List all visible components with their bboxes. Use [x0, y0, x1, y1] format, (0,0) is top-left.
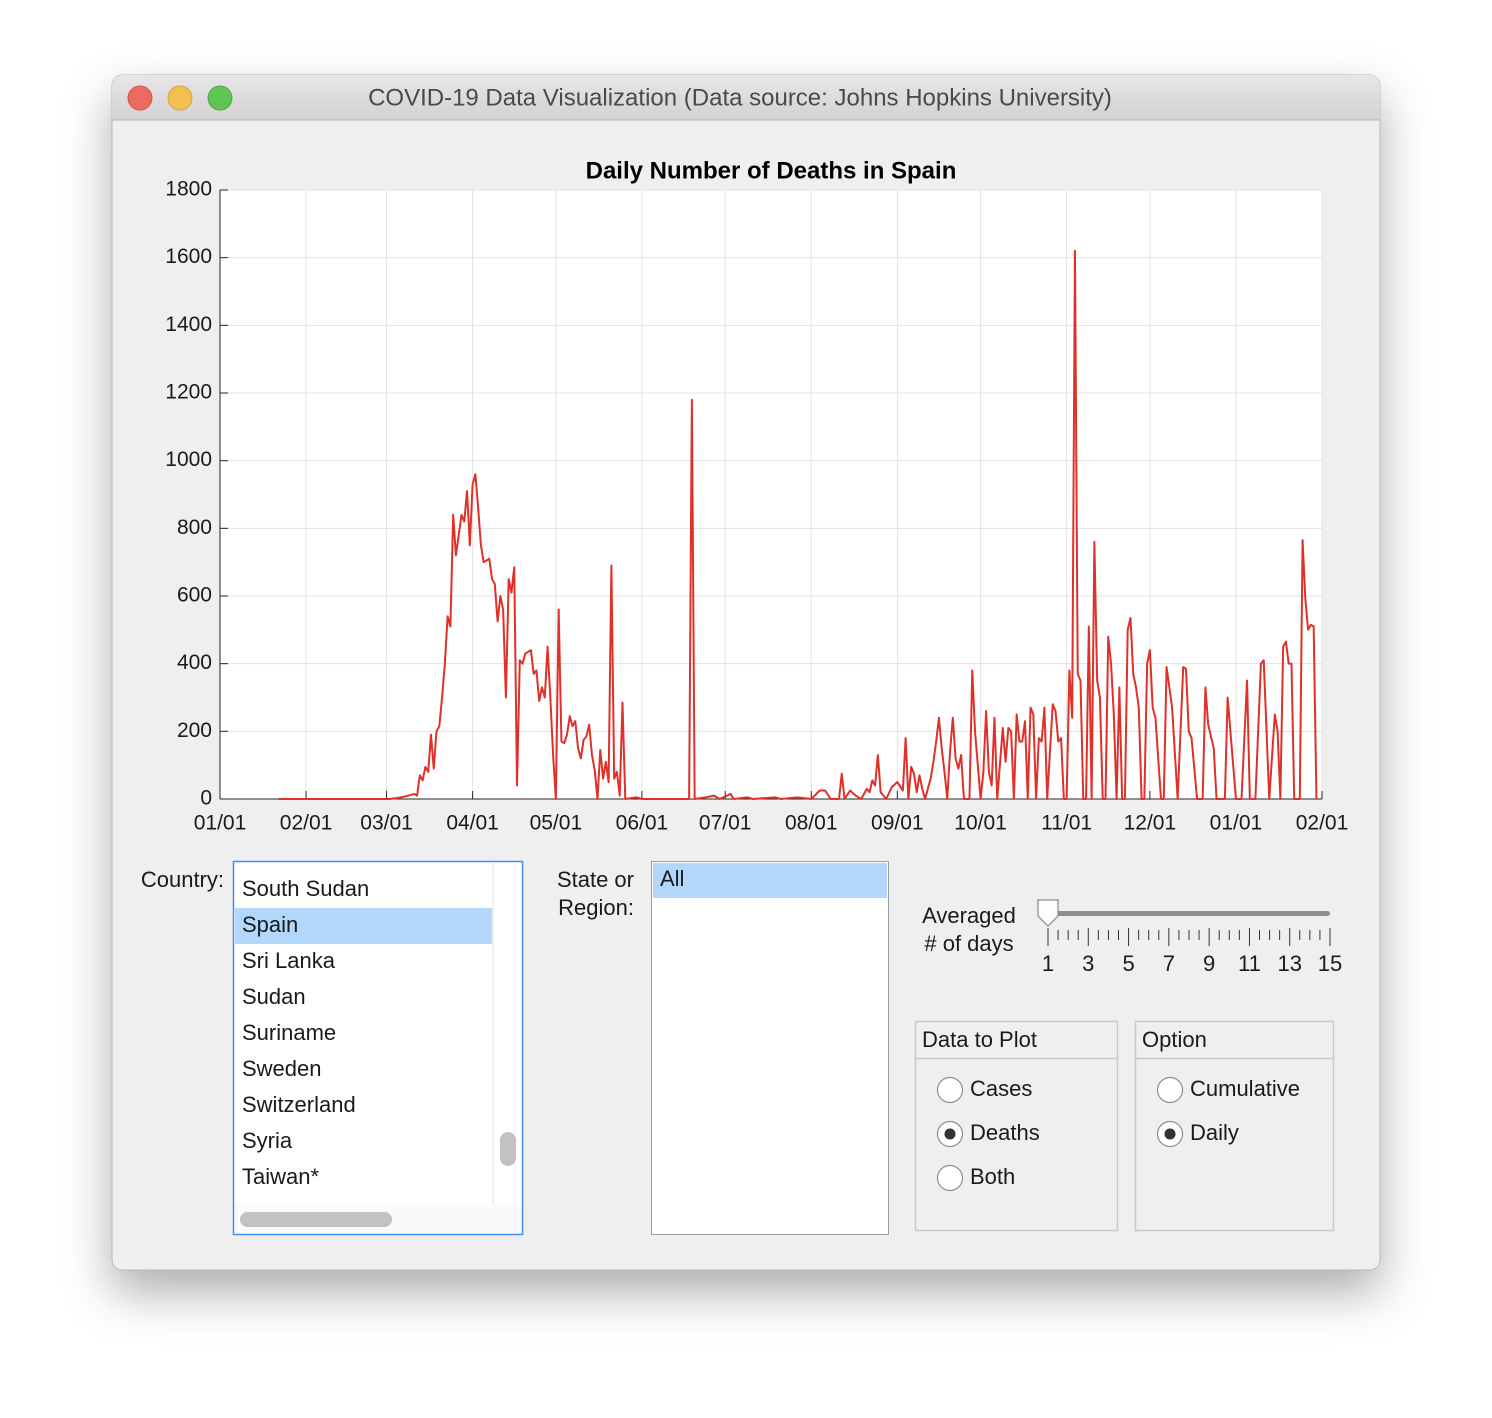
selected-row — [653, 863, 887, 898]
x-tick-label: 06/01 — [616, 812, 669, 835]
country-item[interactable]: Syria — [242, 1128, 293, 1153]
country-label: Country: — [141, 867, 224, 892]
country-item[interactable]: Switzerland — [242, 1092, 356, 1117]
title-bar — [112, 75, 1380, 120]
country-item[interactable]: Suriname — [242, 1020, 336, 1045]
country-item[interactable]: Sudan — [242, 984, 306, 1009]
slider-tick-label: 7 — [1163, 951, 1175, 976]
y-tick-label: 200 — [177, 719, 212, 742]
group-title: Data to Plot — [922, 1027, 1037, 1052]
y-tick-label: 600 — [177, 584, 212, 607]
radio-label[interactable]: Daily — [1190, 1120, 1239, 1145]
slider-tick-label: 3 — [1082, 951, 1094, 976]
selected-row — [235, 908, 492, 944]
group-box — [1134, 1020, 1335, 1232]
x-tick-label: 12/01 — [1124, 812, 1177, 835]
radio-dot — [1164, 1128, 1176, 1140]
x-tick-label: 10/01 — [954, 812, 1007, 835]
country-item[interactable]: Spain — [242, 912, 298, 937]
y-tick-label: 1200 — [165, 381, 212, 404]
slider-track[interactable] — [1048, 911, 1330, 916]
x-tick-label: 03/01 — [360, 812, 413, 835]
radio-button[interactable] — [936, 1164, 964, 1192]
region-label: State or — [557, 867, 634, 892]
group-box — [914, 1020, 1119, 1232]
slider-label: # of days — [924, 931, 1013, 956]
y-tick-label: 400 — [177, 651, 212, 674]
country-item[interactable]: Taiwan* — [242, 1164, 319, 1189]
y-tick-label: 1400 — [165, 313, 212, 336]
region-listbox[interactable] — [651, 861, 889, 1235]
x-tick-label: 01/01 — [1210, 812, 1263, 835]
radio-label[interactable]: Both — [970, 1164, 1015, 1189]
x-tick-label: 01/01 — [194, 812, 247, 835]
x-tick-label: 02/01 — [280, 812, 333, 835]
country-item[interactable]: Sri Lanka — [242, 948, 336, 973]
window-title: COVID-19 Data Visualization (Data source… — [368, 84, 1112, 111]
slider-label: Averaged — [922, 903, 1016, 928]
radio-dot — [944, 1128, 956, 1140]
minimize-button[interactable] — [167, 85, 193, 111]
slider-tick-label: 15 — [1318, 951, 1342, 976]
y-tick-label: 1800 — [165, 178, 212, 201]
x-tick-label: 11/01 — [1041, 812, 1092, 835]
radio-button[interactable] — [936, 1076, 964, 1104]
close-button[interactable] — [127, 85, 153, 111]
slider-tick-label: 1 — [1042, 951, 1054, 976]
data-line — [278, 249, 1318, 800]
group-title: Option — [1142, 1027, 1207, 1052]
country-item[interactable]: Sweden — [242, 1056, 322, 1081]
x-tick-label: 09/01 — [871, 812, 924, 835]
x-tick-label: 08/01 — [785, 812, 838, 835]
y-tick-label: 1000 — [165, 448, 212, 471]
y-tick-label: 1600 — [165, 245, 212, 268]
slider-tick-label: 9 — [1203, 951, 1215, 976]
vertical-scroll-thumb[interactable] — [500, 1132, 516, 1166]
region-label: Region: — [558, 895, 634, 920]
slider-tick-label: 11 — [1238, 951, 1261, 976]
radio-label[interactable]: Deaths — [970, 1120, 1040, 1145]
radio-label[interactable]: Cumulative — [1190, 1076, 1300, 1101]
radio-label[interactable]: Cases — [970, 1076, 1032, 1101]
zoom-button[interactable] — [207, 85, 233, 111]
horizontal-scroll-thumb[interactable] — [240, 1212, 392, 1227]
chart-title: Daily Number of Deaths in Spain — [586, 157, 957, 184]
region-item[interactable]: All — [660, 866, 684, 891]
y-tick-label: 0 — [200, 787, 212, 810]
country-item[interactable]: South Sudan — [242, 876, 369, 901]
x-tick-label: 07/01 — [699, 812, 752, 835]
slider-thumb[interactable] — [1037, 899, 1059, 927]
y-tick-label: 800 — [177, 516, 212, 539]
x-tick-label: 05/01 — [530, 812, 583, 835]
radio-button[interactable] — [1156, 1076, 1184, 1104]
slider-tick-label: 13 — [1277, 951, 1301, 976]
slider-tick-label: 5 — [1122, 951, 1134, 976]
x-tick-label: 04/01 — [446, 812, 499, 835]
x-tick-label: 02/01 — [1296, 812, 1349, 835]
plot-area — [220, 190, 1322, 799]
